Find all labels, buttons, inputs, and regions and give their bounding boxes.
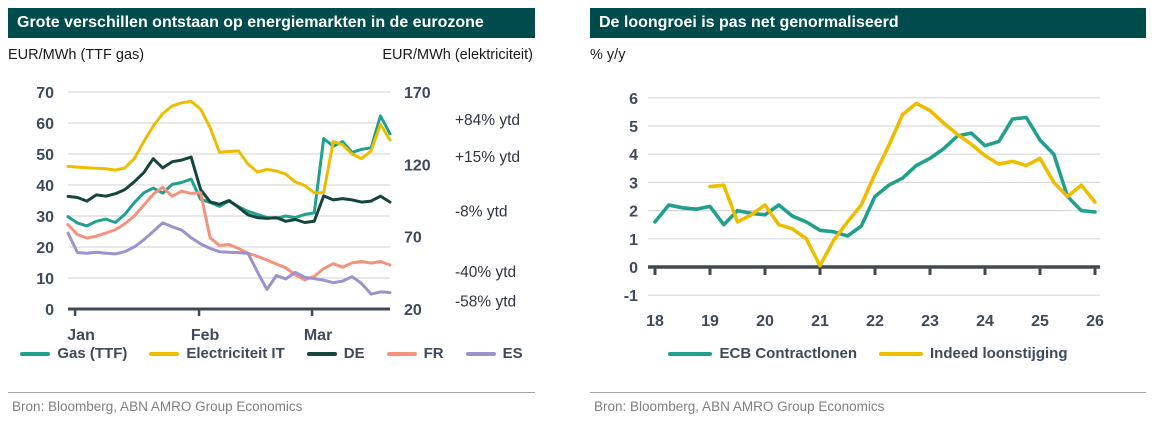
secondary-y-axis-tick-label: 120 <box>404 157 431 174</box>
series-line-de <box>66 155 392 224</box>
ytd-annotation: +15% ytd <box>455 149 520 166</box>
legend-label: Gas (TTF) <box>57 345 128 362</box>
x-axis-tick-label: 19 <box>701 313 719 330</box>
legend-swatch <box>879 351 923 356</box>
source-note: Bron: Bloomberg, ABN AMRO Group Economic… <box>594 399 885 414</box>
y-axis-tick-label: 70 <box>36 85 54 102</box>
legend-item-ecb-contractlonen: ECB Contractlonen <box>668 345 857 362</box>
x-axis-tick-label: 20 <box>756 313 774 330</box>
legend-item-gas-ttf-: Gas (TTF) <box>20 345 127 362</box>
secondary-y-axis-tick-label: 20 <box>404 302 422 319</box>
footer-divider <box>8 392 535 393</box>
wage-chart-title: De loongroei is pas net genormaliseerd <box>599 14 899 31</box>
ytd-annotation: -40% ytd <box>455 264 516 281</box>
ytd-annotation: -8% ytd <box>455 203 508 220</box>
energy-chart-panel: Grote verschillen ontstaan op energiemar… <box>8 0 535 429</box>
y-axis-tick-label: 10 <box>36 271 54 288</box>
legend-swatch <box>306 351 337 356</box>
y-axis-tick-label: 0 <box>629 260 638 277</box>
series-line-indeed-loonstijging <box>708 101 1097 268</box>
y-axis-tick-label: 5 <box>629 119 638 136</box>
y-axis-tick-label: 6 <box>629 91 638 108</box>
energy-chart-legend: Gas (TTF) Electriciteit IT DE FR ES <box>8 345 535 362</box>
y-axis-tick-label: 2 <box>629 204 638 221</box>
legend-label: ECB Contractlonen <box>719 345 857 362</box>
y-axis-tick-label: 50 <box>36 147 54 164</box>
legend-item-fr: FR <box>386 345 444 362</box>
legend-swatch <box>465 351 496 356</box>
ytd-annotation: +84% ytd <box>455 112 520 129</box>
x-axis-tick-label: 24 <box>976 313 994 330</box>
legend-label: ES <box>502 345 523 362</box>
x-axis-tick-label: 26 <box>1086 313 1104 330</box>
ytd-annotation: -58% ytd <box>455 293 516 310</box>
y-axis-tick-label: 1 <box>629 232 638 249</box>
secondary-y-axis-tick-label: 70 <box>404 230 422 247</box>
series-line-fr <box>66 185 392 282</box>
legend-swatch <box>20 351 51 356</box>
y-axis-tick-label: -1 <box>624 288 638 305</box>
right-axis-unit-label: EUR/MWh (elektriciteit) <box>382 47 533 63</box>
wage-chart-panel: De loongroei is pas net genormaliseerd %… <box>590 0 1146 429</box>
legend-label: DE <box>343 345 365 362</box>
y-axis-tick-label: 0 <box>45 302 54 319</box>
legend-label: Indeed loonstijging <box>930 345 1068 362</box>
source-note: Bron: Bloomberg, ABN AMRO Group Economic… <box>12 399 303 414</box>
legend-item-de: DE <box>306 345 365 362</box>
wage-axis-unit-label: % y/y <box>590 47 626 63</box>
x-axis-tick-label: Mar <box>304 327 332 342</box>
energy-chart-title: Grote verschillen ontstaan op energiemar… <box>17 14 484 31</box>
legend-item-electriciteit-it: Electriciteit IT <box>149 345 285 362</box>
energy-line-chart: 0 10 20 30 40 50 60 70 170 120 70 20 Jan Feb Mar +84% y… <box>36 85 520 342</box>
x-axis-tick-label: 18 <box>646 313 664 330</box>
x-axis-tick-label: Feb <box>191 327 220 342</box>
x-axis-tick-label: Jan <box>67 327 95 342</box>
wage-chart-legend: ECB Contractlonen Indeed loonstijging <box>590 345 1146 362</box>
y-axis-tick-label: 60 <box>36 116 54 133</box>
legend-label: Electriciteit IT <box>186 345 285 362</box>
y-axis-tick-label: 3 <box>629 175 638 192</box>
legend-swatch <box>386 351 417 356</box>
wage-chart-title-bar: De loongroei is pas net genormaliseerd <box>590 8 1146 38</box>
x-axis-tick-label: 23 <box>921 313 939 330</box>
footer-divider <box>590 392 1146 393</box>
y-axis-tick-label: 4 <box>629 147 638 164</box>
series-line-ecb-contractlonen <box>653 115 1097 238</box>
legend-item-indeed-loonstijging: Indeed loonstijging <box>879 345 1068 362</box>
legend-swatch <box>149 351 180 356</box>
y-axis-tick-label: 30 <box>36 209 54 226</box>
left-axis-unit-label: EUR/MWh (TTF gas) <box>8 47 145 63</box>
y-axis-tick-label: 40 <box>36 178 54 195</box>
series-line-electriciteit-it <box>66 99 392 195</box>
series-line-es <box>66 221 392 296</box>
y-axis-tick-label: 20 <box>36 240 54 257</box>
secondary-y-axis-tick-label: 170 <box>404 85 431 102</box>
x-axis-tick-label: 21 <box>811 313 829 330</box>
legend-item-es: ES <box>465 345 523 362</box>
x-axis-tick-label: 22 <box>866 313 884 330</box>
energy-chart-title-bar: Grote verschillen ontstaan op energiemar… <box>8 8 535 38</box>
legend-label: FR <box>423 345 444 362</box>
legend-swatch <box>668 351 713 356</box>
x-axis-tick-label: 25 <box>1031 313 1049 330</box>
